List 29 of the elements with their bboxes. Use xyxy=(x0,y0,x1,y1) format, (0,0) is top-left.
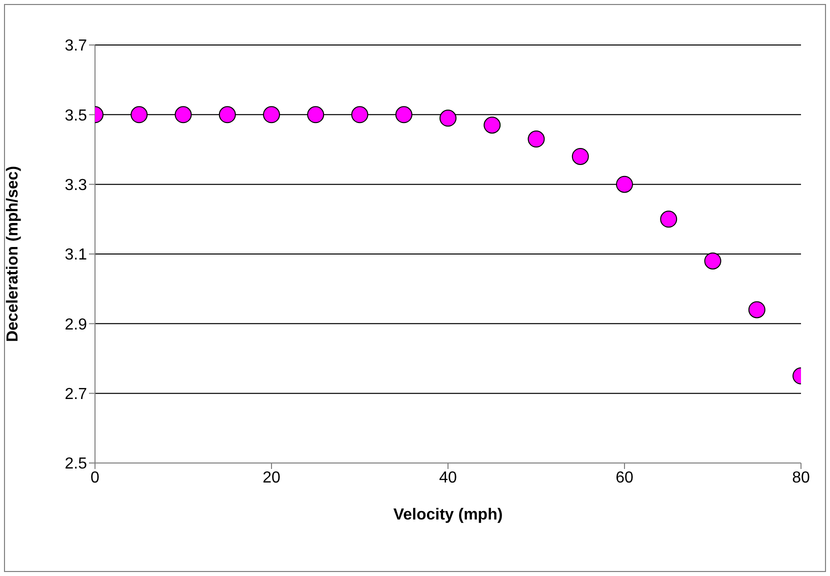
point xyxy=(351,106,368,124)
y-tick-label: 3.7 xyxy=(64,38,88,55)
y-tick-label: 3.5 xyxy=(64,107,88,124)
x-tick-label: 0 xyxy=(90,469,100,486)
y-tick-label: 3.1 xyxy=(64,246,88,264)
point xyxy=(130,106,148,124)
point xyxy=(440,110,456,127)
point xyxy=(395,106,412,124)
point xyxy=(616,176,633,193)
point xyxy=(572,148,589,165)
point xyxy=(218,106,236,124)
y-tick-label: 2.9 xyxy=(64,316,88,334)
point xyxy=(528,130,545,148)
point xyxy=(484,116,501,134)
point xyxy=(307,106,324,124)
y-axis-title: Deceleration (mph/sec) xyxy=(4,166,22,342)
y-tick-label: 3.3 xyxy=(64,177,88,194)
point xyxy=(263,106,280,124)
point xyxy=(704,252,722,270)
x-tick-label: 40 xyxy=(439,469,457,486)
point xyxy=(174,106,192,124)
x-tick-label: 20 xyxy=(262,469,280,486)
x-tick-label: 60 xyxy=(616,469,634,486)
y-tick-label: 2.5 xyxy=(64,456,88,473)
y-tick-label: 2.7 xyxy=(64,386,88,404)
x-axis-title: Velocity (mph) xyxy=(393,506,503,524)
point xyxy=(660,210,678,228)
x-tick-label: 80 xyxy=(792,469,810,486)
point xyxy=(748,301,766,318)
